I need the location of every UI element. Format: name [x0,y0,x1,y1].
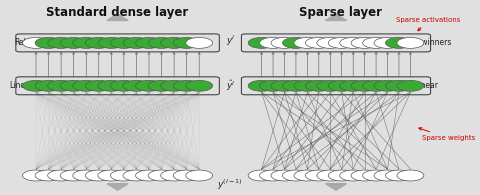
Circle shape [362,170,389,181]
Circle shape [148,80,175,91]
Polygon shape [325,184,347,190]
Circle shape [283,37,310,48]
Circle shape [305,80,332,91]
Text: Linear: Linear [414,81,438,90]
Circle shape [385,37,412,48]
Circle shape [305,37,332,48]
Circle shape [148,37,175,48]
Circle shape [135,37,162,48]
Circle shape [397,37,424,48]
Polygon shape [325,14,347,20]
Circle shape [186,170,213,181]
Circle shape [328,37,355,48]
Circle shape [110,80,137,91]
Circle shape [340,37,367,48]
Circle shape [35,37,62,48]
Circle shape [260,37,287,48]
Circle shape [35,80,62,91]
Circle shape [351,37,378,48]
Circle shape [110,37,137,48]
Circle shape [23,170,49,181]
Circle shape [135,170,162,181]
Circle shape [123,80,150,91]
Circle shape [248,37,275,48]
Circle shape [60,80,87,91]
Polygon shape [107,184,128,190]
Circle shape [374,37,401,48]
Circle shape [374,80,401,91]
Circle shape [283,80,310,91]
Circle shape [85,37,112,48]
Text: Sparse weights: Sparse weights [419,128,475,141]
Circle shape [328,80,355,91]
Circle shape [317,170,344,181]
Circle shape [271,37,298,48]
Circle shape [362,80,389,91]
Circle shape [161,170,188,181]
Circle shape [110,170,137,181]
Text: ReLU: ReLU [14,38,34,47]
Circle shape [135,80,162,91]
Text: k-winners: k-winners [414,38,452,47]
Circle shape [98,80,125,91]
Circle shape [48,37,74,48]
Circle shape [48,80,74,91]
Circle shape [317,80,344,91]
Text: Sparse layer: Sparse layer [300,6,382,19]
Circle shape [73,80,100,91]
Circle shape [283,170,310,181]
Circle shape [148,170,175,181]
Circle shape [161,80,188,91]
Circle shape [305,170,332,181]
Circle shape [186,37,213,48]
Circle shape [340,170,367,181]
Circle shape [374,170,401,181]
Circle shape [73,170,100,181]
Circle shape [362,37,389,48]
Circle shape [271,80,298,91]
Circle shape [351,80,378,91]
Polygon shape [107,14,128,20]
Circle shape [385,170,412,181]
Circle shape [161,37,188,48]
Circle shape [35,170,62,181]
Circle shape [397,170,424,181]
Text: Standard dense layer: Standard dense layer [47,6,189,19]
Text: $y^{(l-1)}$: $y^{(l-1)}$ [217,178,243,192]
Circle shape [385,80,412,91]
Circle shape [23,80,49,91]
Circle shape [60,37,87,48]
Circle shape [351,170,378,181]
Circle shape [173,170,200,181]
Circle shape [173,80,200,91]
Circle shape [294,37,321,48]
Text: $y^l$: $y^l$ [226,34,235,48]
Circle shape [271,170,298,181]
Circle shape [294,80,321,91]
Circle shape [294,170,321,181]
Circle shape [123,37,150,48]
Circle shape [340,80,367,91]
Circle shape [248,80,275,91]
Circle shape [73,37,100,48]
Circle shape [85,170,112,181]
Circle shape [260,170,287,181]
Circle shape [23,37,49,48]
Circle shape [173,37,200,48]
Text: $\hat{y}^l$: $\hat{y}^l$ [226,78,235,93]
Circle shape [85,80,112,91]
Circle shape [123,170,150,181]
Text: Linear: Linear [10,81,34,90]
Circle shape [48,170,74,181]
Circle shape [260,80,287,91]
Circle shape [397,80,424,91]
Circle shape [60,170,87,181]
Text: Sparse activations: Sparse activations [396,17,461,31]
Circle shape [186,80,213,91]
Circle shape [328,170,355,181]
Circle shape [317,37,344,48]
Circle shape [248,170,275,181]
Circle shape [98,170,125,181]
Circle shape [98,37,125,48]
